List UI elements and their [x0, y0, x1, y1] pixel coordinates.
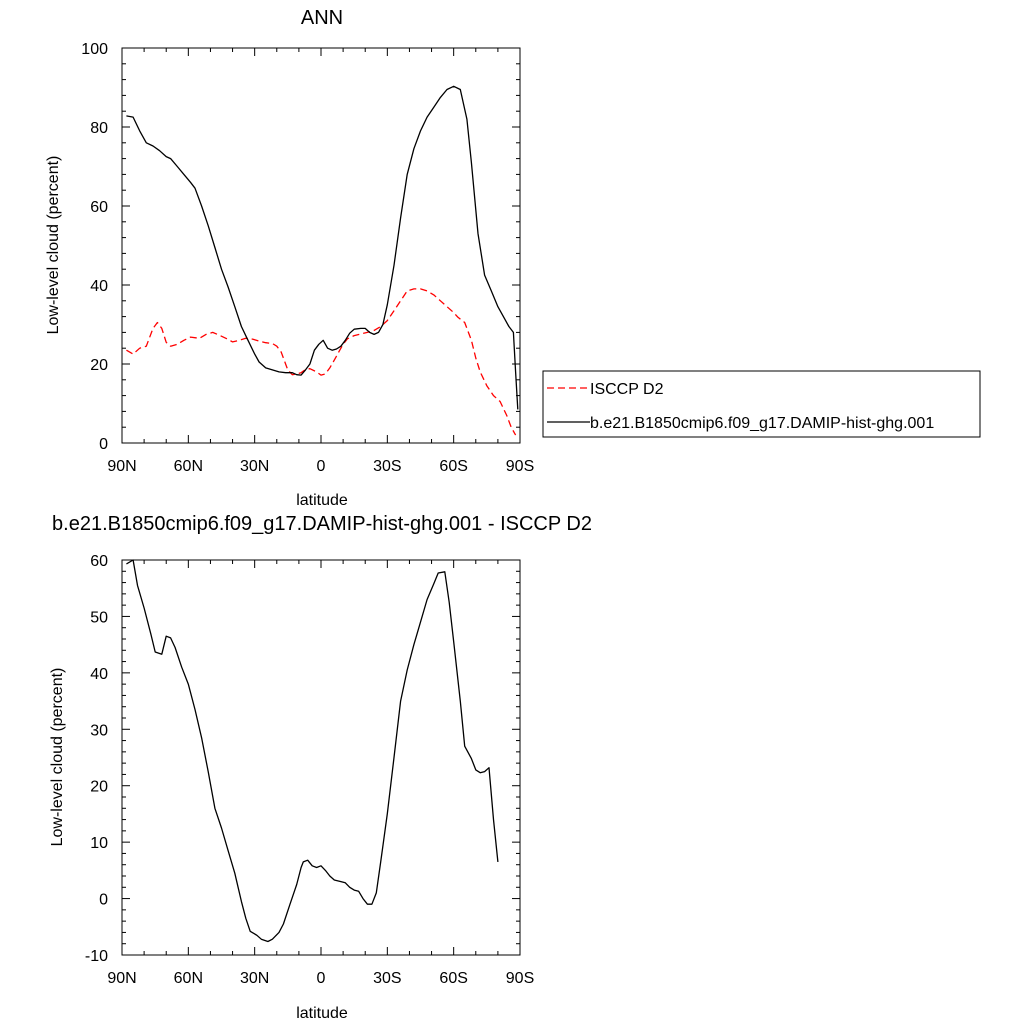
y-tick-label: 0	[99, 436, 108, 453]
chart-bottom-frame	[121, 559, 521, 956]
chart-top-xlabel: latitude	[296, 492, 348, 509]
y-tick-label: 50	[90, 609, 108, 626]
y-tick-label: 20	[90, 779, 108, 796]
y-tick-label: 60	[90, 553, 108, 570]
chart-bottom-xlabel: latitude	[296, 1005, 348, 1022]
x-tick-label: 30S	[373, 970, 401, 987]
chart-top-ticks: 90N 60N 30N 0 30S 60S 90S 0 20 40 60 80 100	[81, 41, 534, 475]
chart-bottom-ylabel: Low-level cloud (percent)	[49, 668, 66, 847]
y-tick-label: -10	[85, 948, 108, 965]
series-line-isccp	[126, 288, 517, 436]
y-tick-label: 30	[90, 722, 108, 739]
chart-bottom: b.e21.B1850cmip6.f09_g17.DAMIP-hist-ghg.…	[49, 513, 592, 1022]
y-tick-label: 0	[99, 892, 108, 909]
y-tick-label: 20	[90, 357, 108, 374]
chart-top-title: ANN	[301, 7, 343, 29]
x-tick-label: 0	[317, 970, 326, 987]
chart-top: ANN 90N 60N 30N 0 30S 60S 90S 0 20 40 60 80 100 lati…	[45, 7, 534, 509]
y-tick-label: 100	[81, 41, 108, 58]
series-line-difference	[126, 559, 499, 943]
legend: ISCCP D2 b.e21.B1850cmip6.f09_g17.DAMIP-…	[542, 370, 981, 438]
chart-top-frame	[121, 47, 521, 444]
chart-top-series	[126, 85, 519, 436]
x-tick-label: 60N	[174, 458, 203, 475]
x-tick-label: 30S	[373, 458, 401, 475]
legend-label-model: b.e21.B1850cmip6.f09_g17.DAMIP-hist-ghg.…	[590, 415, 934, 432]
series-line-model	[126, 85, 519, 410]
x-tick-label: 90N	[107, 970, 136, 987]
x-tick-label: 60N	[174, 970, 203, 987]
y-tick-label: 40	[90, 278, 108, 295]
x-tick-label: 30N	[240, 458, 269, 475]
x-tick-label: 30N	[240, 970, 269, 987]
y-tick-label: 10	[90, 835, 108, 852]
x-tick-label: 90S	[506, 970, 534, 987]
chart-bottom-title: b.e21.B1850cmip6.f09_g17.DAMIP-hist-ghg.…	[52, 513, 592, 535]
x-tick-label: 0	[317, 458, 326, 475]
x-tick-label: 60S	[439, 458, 467, 475]
x-tick-label: 90N	[107, 458, 136, 475]
x-tick-label: 90S	[506, 458, 534, 475]
chart-bottom-ticks: 90N 60N 30N 0 30S 60S 90S -10 0 10 20 30 40 50 60	[85, 553, 534, 987]
legend-box	[542, 370, 981, 438]
chart-bottom-series	[126, 559, 499, 943]
chart-top-ylabel: Low-level cloud (percent)	[45, 156, 62, 335]
y-tick-label: 80	[90, 120, 108, 137]
x-tick-label: 60S	[439, 970, 467, 987]
y-tick-label: 40	[90, 666, 108, 683]
y-tick-label: 60	[90, 199, 108, 216]
legend-label-isccp: ISCCP D2	[590, 381, 664, 398]
